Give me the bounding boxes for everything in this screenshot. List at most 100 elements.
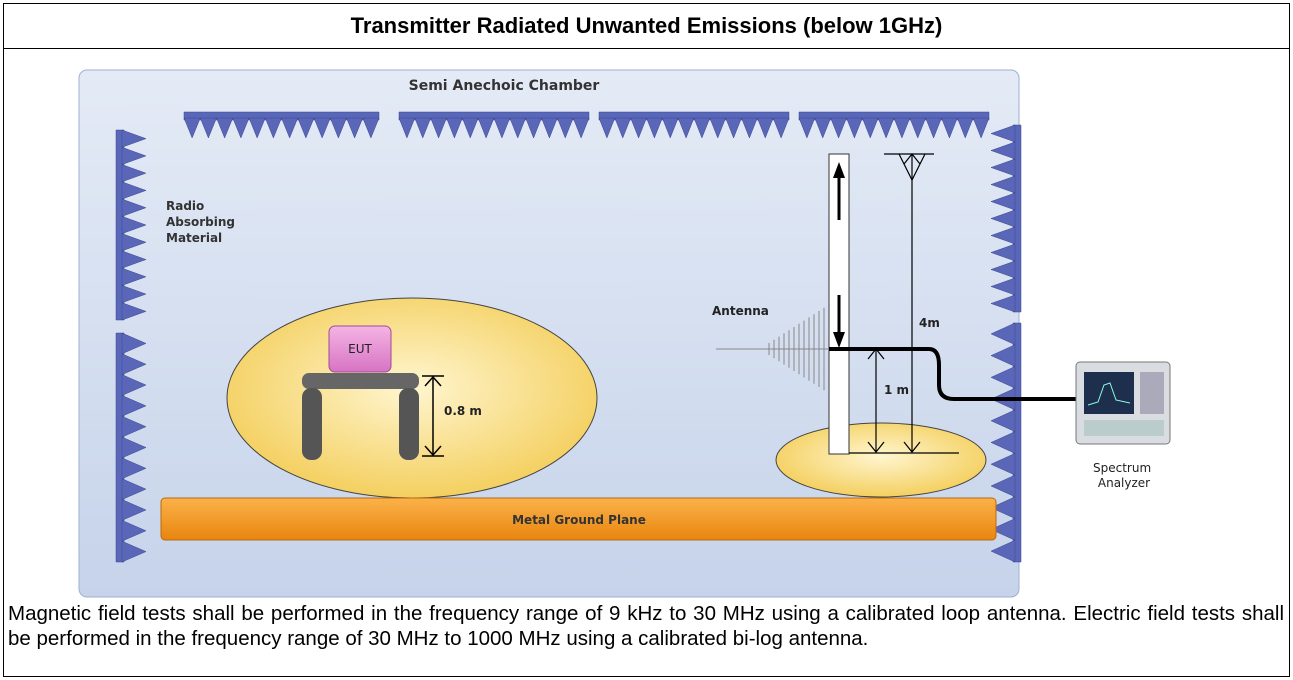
absorber-wedge — [121, 436, 147, 459]
absorber-wedge — [121, 415, 147, 438]
absorber-wedge — [313, 117, 331, 139]
absorber-wedge — [264, 117, 282, 139]
line: Analyzer — [1098, 476, 1150, 490]
absorber-wedge — [990, 409, 1016, 433]
absorber-wedge — [990, 141, 1016, 160]
diagram: Semi Anechoic Chamber Radio Absorbing Ma… — [78, 69, 1171, 598]
absorber-wedge — [990, 518, 1016, 541]
absorber-wedge — [709, 117, 727, 139]
line: Spectrum — [1093, 461, 1151, 475]
absorber-wedge — [646, 117, 663, 139]
absorber-wedge — [121, 457, 147, 480]
absorber-wedge — [990, 209, 1016, 228]
absorbers — [115, 111, 1022, 563]
absorber-wedge — [990, 474, 1016, 498]
absorber-wedge — [990, 158, 1016, 177]
absorber-wedge — [598, 117, 616, 139]
line: Radio — [166, 199, 204, 213]
absorber-wedge — [121, 478, 147, 500]
absorber-wedge — [990, 294, 1016, 313]
absorber-wedge — [121, 374, 147, 396]
absorber-wedge — [446, 117, 463, 139]
absorber-wedge — [329, 117, 347, 139]
absorber-wedge — [677, 117, 695, 139]
absorber-wedge — [461, 117, 479, 139]
absorber-wedge — [572, 117, 590, 139]
absorber-wedge — [661, 117, 679, 139]
table-top — [302, 373, 419, 389]
absorber-wedge — [941, 117, 958, 139]
absorber-wedge — [430, 117, 447, 139]
antenna-area — [775, 422, 987, 498]
absorber-wedge — [693, 117, 711, 139]
absorber-wedge — [630, 117, 647, 139]
absorber-wedge — [121, 267, 147, 286]
absorber-wedge — [121, 216, 147, 234]
chamber-label: Semi Anechoic Chamber — [409, 78, 600, 94]
absorber-wedge — [398, 117, 416, 139]
absorber-wedge — [232, 117, 250, 139]
absorber-wedge — [121, 181, 147, 200]
absorber-wedge — [509, 117, 527, 139]
absorber-wedge — [990, 175, 1016, 194]
absorber-wedge — [990, 124, 1016, 143]
ground-plane-label: Metal Ground Plane — [512, 513, 646, 527]
absorber-wedge — [121, 332, 147, 355]
absorber-wedge — [121, 499, 147, 521]
absorber-wedge — [798, 117, 816, 139]
mast-height-label: 4m — [919, 316, 940, 330]
antenna-label: Antenna — [712, 304, 769, 318]
absorber-wedge — [893, 117, 911, 139]
absorber-wedge — [121, 540, 147, 563]
absorber-wedge — [956, 117, 974, 139]
absorber-wedge — [814, 117, 832, 139]
title: Transmitter Radiated Unwanted Emissions … — [4, 4, 1289, 49]
table-leg — [399, 388, 419, 460]
absorber-wedge — [990, 277, 1016, 296]
ground-plane — [160, 497, 997, 541]
height-label: 0.8 m — [444, 404, 482, 418]
absorber-wedge — [493, 117, 511, 139]
analyzer-label: Spectrum Analyzer — [1093, 461, 1155, 490]
absorber-wedge — [990, 243, 1016, 262]
spectrum-analyzer — [1075, 361, 1171, 445]
absorber-wedge — [121, 129, 147, 148]
absorber-wedge — [183, 117, 201, 139]
absorber-wedge — [477, 117, 495, 139]
absorber-wedge — [990, 226, 1016, 245]
dimension-arrows — [849, 153, 959, 454]
absorber-wedge — [725, 117, 742, 139]
mast-arrows — [833, 162, 845, 348]
absorber-label: Radio Absorbing Material — [166, 199, 239, 245]
absorber-wedge — [990, 452, 1016, 476]
absorber-wedge — [556, 117, 574, 139]
absorber-wedge — [741, 117, 758, 139]
absorber-wedge — [877, 117, 895, 139]
table-leg — [302, 388, 322, 460]
eut-label: EUT — [348, 342, 372, 356]
absorber-wedge — [121, 198, 147, 217]
absorber-wedge — [861, 117, 879, 139]
absorber-wedge — [297, 117, 315, 139]
absorber-wedge — [541, 117, 558, 139]
absorber-wedge — [414, 117, 432, 139]
absorber-wedge — [121, 519, 147, 542]
absorber-wedge — [346, 117, 364, 139]
eut — [328, 325, 392, 373]
absorber-wedge — [990, 344, 1016, 367]
absorber-wedge — [216, 117, 234, 139]
absorber-wedge — [830, 117, 847, 139]
absorber-wedge — [990, 539, 1016, 563]
absorber-wedge — [121, 146, 147, 165]
absorber-wedge — [121, 233, 147, 252]
min-height-label: 1 m — [884, 383, 909, 397]
absorber-wedge — [990, 496, 1016, 519]
line: Absorbing — [166, 215, 235, 229]
description: Magnetic field tests shall be performed … — [8, 602, 1284, 650]
absorber-wedge — [525, 117, 542, 139]
absorber-wedge — [990, 260, 1016, 279]
absorber-wedge — [121, 395, 147, 417]
absorber-wedge — [972, 117, 990, 139]
absorber-wedge — [121, 164, 147, 183]
absorber-wedge — [990, 366, 1016, 389]
